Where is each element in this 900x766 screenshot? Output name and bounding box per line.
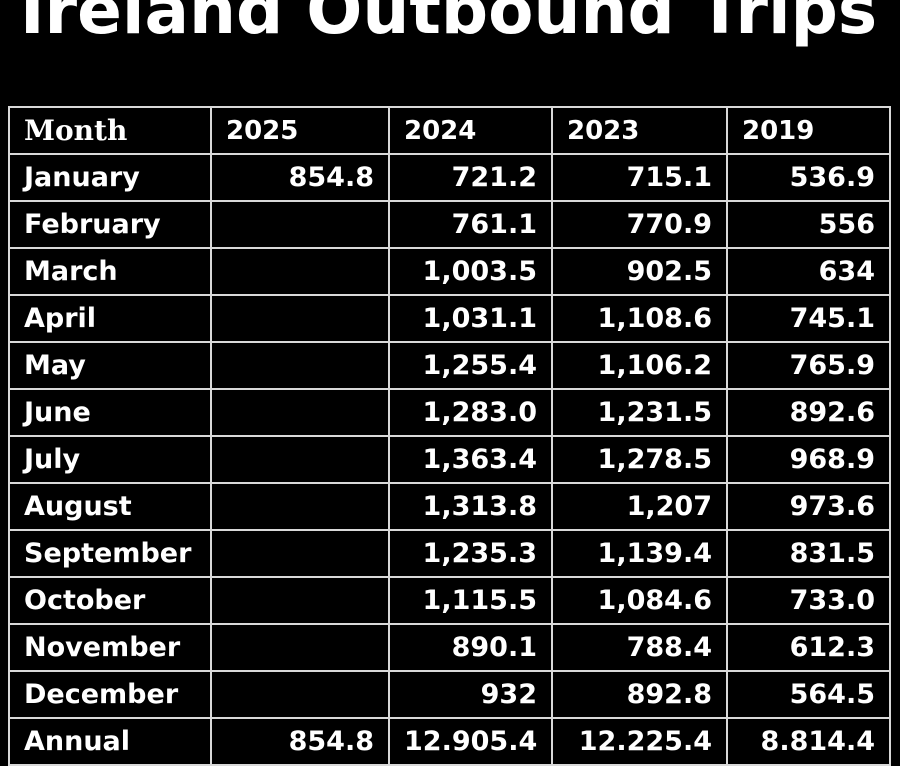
cell-2023: 1,278.5 [551, 435, 728, 484]
cell-2024: 1,031.1 [388, 294, 553, 343]
cell-month: January [8, 153, 212, 202]
cell-2023: 902.5 [551, 247, 728, 296]
cell-2025 [210, 576, 390, 625]
table-row: February 761.1 770.9 556 [8, 200, 891, 249]
cell-2023: 1,231.5 [551, 388, 728, 437]
cell-2024: 932 [388, 670, 553, 719]
cell-2023: 770.9 [551, 200, 728, 249]
cell-2025 [210, 529, 390, 578]
table-row: Annual 854.8 12.905.4 12.225.4 8.814.4 [8, 717, 891, 766]
cell-month: August [8, 482, 212, 531]
cell-2023: 1,108.6 [551, 294, 728, 343]
table-row: June 1,283.0 1,231.5 892.6 [8, 388, 891, 437]
cell-2024: 12.905.4 [388, 717, 553, 766]
cell-2025 [210, 670, 390, 719]
cell-2023: 1,207 [551, 482, 728, 531]
cell-month: February [8, 200, 212, 249]
cell-2025 [210, 388, 390, 437]
column-header-2025: 2025 [210, 106, 390, 155]
table-row: December 932 892.8 564.5 [8, 670, 891, 719]
cell-2023: 1,106.2 [551, 341, 728, 390]
table-row: March 1,003.5 902.5 634 [8, 247, 891, 296]
table-row: July 1,363.4 1,278.5 968.9 [8, 435, 891, 484]
cell-2023: 1,139.4 [551, 529, 728, 578]
cell-2024: 890.1 [388, 623, 553, 672]
cell-2025: 854.8 [210, 717, 390, 766]
cell-month: Annual [8, 717, 212, 766]
cell-2019: 564.5 [726, 670, 891, 719]
cell-month: October [8, 576, 212, 625]
cell-2024: 721.2 [388, 153, 553, 202]
cell-month: December [8, 670, 212, 719]
column-header-2019: 2019 [726, 106, 891, 155]
cell-month: July [8, 435, 212, 484]
table-row: November 890.1 788.4 612.3 [8, 623, 891, 672]
column-header-month: Month [8, 106, 212, 155]
cell-2019: 733.0 [726, 576, 891, 625]
cell-2025 [210, 294, 390, 343]
table-row: April 1,031.1 1,108.6 745.1 [8, 294, 891, 343]
cell-2019: 831.5 [726, 529, 891, 578]
cell-month: March [8, 247, 212, 296]
cell-2019: 8.814.4 [726, 717, 891, 766]
cell-2023: 1,084.6 [551, 576, 728, 625]
cell-month: September [8, 529, 212, 578]
cell-2025 [210, 341, 390, 390]
cell-2024: 1,235.3 [388, 529, 553, 578]
cell-2023: 788.4 [551, 623, 728, 672]
page-title: Ireland Outbound Trips [20, 0, 878, 49]
cell-2019: 892.6 [726, 388, 891, 437]
cell-2023: 12.225.4 [551, 717, 728, 766]
cell-2019: 612.3 [726, 623, 891, 672]
column-header-2024: 2024 [388, 106, 553, 155]
cell-month: June [8, 388, 212, 437]
cell-2023: 892.8 [551, 670, 728, 719]
cell-2025 [210, 623, 390, 672]
table-row: September 1,235.3 1,139.4 831.5 [8, 529, 891, 578]
outbound-trips-table: Month 2025 2024 2023 2019 January 854.8 72… [8, 106, 891, 766]
table-row: May 1,255.4 1,106.2 765.9 [8, 341, 891, 390]
table-row: January 854.8 721.2 715.1 536.9 [8, 153, 891, 202]
cell-2019: 973.6 [726, 482, 891, 531]
table-body: January 854.8 721.2 715.1 536.9 February 761.1… [8, 153, 891, 766]
cell-2019: 536.9 [726, 153, 891, 202]
cell-2024: 1,115.5 [388, 576, 553, 625]
cell-2024: 1,363.4 [388, 435, 553, 484]
cell-2019: 634 [726, 247, 891, 296]
cell-2024: 1,255.4 [388, 341, 553, 390]
cell-2025 [210, 482, 390, 531]
cell-2024: 1,313.8 [388, 482, 553, 531]
cell-month: April [8, 294, 212, 343]
cell-2024: 1,283.0 [388, 388, 553, 437]
cell-2019: 556 [726, 200, 891, 249]
cell-2019: 745.1 [726, 294, 891, 343]
cell-2025 [210, 435, 390, 484]
table-row: August 1,313.8 1,207 973.6 [8, 482, 891, 531]
cell-2023: 715.1 [551, 153, 728, 202]
cell-2025 [210, 247, 390, 296]
cell-2025 [210, 200, 390, 249]
cell-2025: 854.8 [210, 153, 390, 202]
cell-month: November [8, 623, 212, 672]
cell-2024: 1,003.5 [388, 247, 553, 296]
cell-month: May [8, 341, 212, 390]
table-row: October 1,115.5 1,084.6 733.0 [8, 576, 891, 625]
cell-2019: 765.9 [726, 341, 891, 390]
table-header-row: Month 2025 2024 2023 2019 [8, 106, 891, 155]
column-header-2023: 2023 [551, 106, 728, 155]
cell-2019: 968.9 [726, 435, 891, 484]
cell-2024: 761.1 [388, 200, 553, 249]
